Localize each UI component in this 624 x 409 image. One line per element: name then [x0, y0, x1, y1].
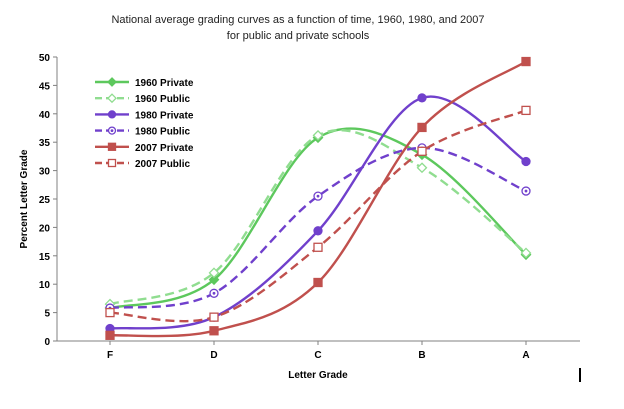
data-point: [107, 142, 117, 151]
y-tick-label: 15: [39, 252, 51, 263]
x-tick-label: A: [522, 350, 529, 361]
chart-title: National average grading curves as a fun…: [111, 14, 484, 26]
y-tick-label: 40: [39, 110, 51, 121]
x-tick-label: F: [107, 350, 113, 361]
y-axis-label: Percent Letter Grade: [19, 149, 30, 248]
legend-item: 1960 Private: [95, 77, 194, 89]
data-point-center: [316, 194, 320, 198]
y-tick-label: 0: [44, 337, 50, 348]
y-tick-label: 30: [39, 167, 51, 178]
legend-item: 1980 Private: [95, 110, 194, 121]
x-tick-label: B: [418, 350, 425, 361]
chart-subtitle: for public and private schools: [227, 30, 370, 42]
series-line: [109, 95, 527, 330]
x-axis-label: Letter Grade: [288, 370, 348, 381]
data-point: [209, 312, 219, 322]
data-point: [105, 307, 115, 318]
legend-label: 1980 Private: [135, 110, 194, 121]
data-point: [313, 226, 323, 236]
legend-item: 2007 Public: [95, 158, 190, 170]
legend-item: 1980 Public: [95, 126, 190, 138]
data-point: [313, 277, 323, 288]
series-1960-public: [104, 129, 532, 310]
y-tick-label: 5: [44, 309, 50, 320]
y-tick-label: 25: [39, 195, 51, 206]
data-point: [208, 267, 220, 279]
data-point: [107, 93, 117, 104]
data-point: [416, 162, 428, 174]
legend-label: 1980 Public: [135, 127, 190, 138]
legend-item: 1960 Public: [95, 93, 190, 105]
y-tick-label: 50: [39, 53, 51, 64]
series-line: [109, 60, 527, 338]
data-point: [107, 110, 117, 119]
data-point-center: [212, 291, 216, 295]
data-point: [107, 158, 117, 168]
axes: 0 5 10 15 20 25 30 35 40 45 50 F D C B A: [39, 53, 580, 361]
legend-item: 2007 Private: [95, 142, 194, 154]
legend-label: 1960 Public: [135, 94, 190, 105]
data-point-center: [524, 189, 528, 193]
data-point: [521, 56, 531, 67]
data-point: [521, 156, 531, 167]
series-layer: [104, 56, 532, 340]
data-point: [417, 93, 427, 103]
data-point: [107, 77, 117, 87]
series-line: [109, 146, 527, 310]
legend-label: 1960 Private: [135, 78, 194, 89]
legend-label: 2007 Private: [135, 143, 194, 154]
data-point: [105, 330, 115, 340]
data-point: [417, 122, 427, 133]
x-tick-label: D: [210, 350, 217, 361]
series-2007-private: [105, 56, 531, 340]
y-tick-label: 20: [39, 223, 51, 234]
data-point-center: [110, 129, 114, 133]
data-point: [312, 129, 324, 141]
data-point: [209, 326, 219, 336]
data-point: [417, 146, 427, 156]
series-2007-public: [105, 105, 531, 323]
data-point: [208, 274, 220, 286]
legend-label: 2007 Public: [135, 159, 190, 170]
text-cursor: [579, 368, 581, 382]
data-point: [313, 242, 323, 252]
y-tick-label: 10: [39, 280, 51, 291]
data-point: [520, 247, 532, 259]
y-tick-label: 45: [39, 81, 51, 92]
legend: 1960 Private 1960 Public 1980 Private 1980 …: [95, 77, 194, 170]
data-point: [521, 105, 531, 116]
x-tick-label: C: [314, 350, 321, 361]
y-tick-label: 35: [39, 138, 51, 149]
